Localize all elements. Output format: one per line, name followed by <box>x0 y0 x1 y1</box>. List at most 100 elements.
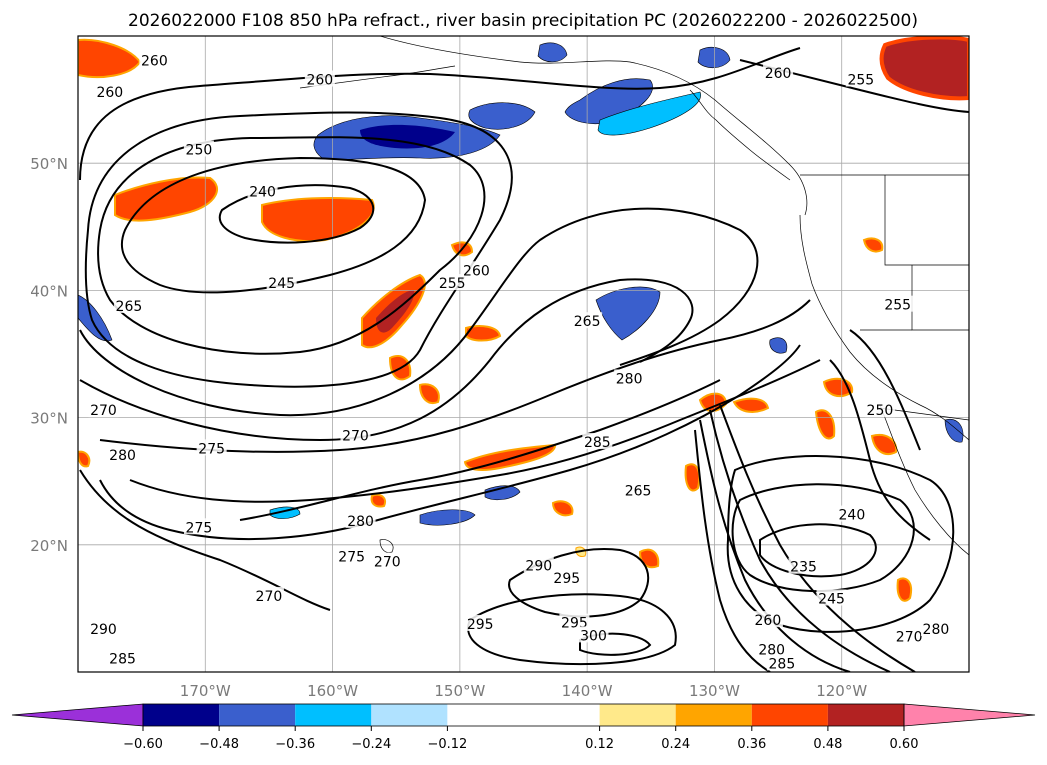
colorbar-cells <box>11 703 1036 727</box>
y-axis-ticks: 20°N 30°N 40°N 50°N <box>30 155 68 555</box>
contour-label: 260 <box>463 263 490 279</box>
colorbar-cell <box>447 704 600 726</box>
contour-240-east <box>731 483 915 593</box>
contour-label-bg <box>559 613 590 630</box>
contour-label-bg <box>88 401 119 418</box>
contour-label-bg <box>113 296 144 313</box>
contour-label: 280 <box>616 371 643 387</box>
coastline-us-west <box>799 214 969 441</box>
contour-label-bg <box>572 312 603 329</box>
contour-label: 240 <box>249 184 276 200</box>
contour-250 <box>97 136 486 355</box>
pos-anomaly-small-2 <box>370 493 386 508</box>
contour-label: 270 <box>374 555 401 571</box>
contour-label-bg <box>623 481 654 498</box>
neg-anomaly-bristol <box>468 102 536 130</box>
pos-anomaly-west-edge <box>78 450 91 468</box>
contour-label-bg <box>523 556 554 573</box>
neg-anomaly-west-edge <box>78 294 113 342</box>
contour-label: 240 <box>839 508 866 524</box>
neg-anomaly-north-2 <box>697 47 731 69</box>
contour-280 <box>99 344 801 541</box>
contour-270 <box>79 299 811 611</box>
contour-255 <box>84 111 513 388</box>
contour-label: 290 <box>90 622 117 638</box>
contour-label-bg <box>756 640 787 657</box>
colorbar-cell <box>675 704 752 726</box>
contour-steep-1 <box>699 419 851 672</box>
neg-anomaly-north-1 <box>537 42 568 63</box>
x-axis-ticks: 170°W 160°W 150°W 140°W 130°W 120°W <box>180 682 868 700</box>
contour-steep-3 <box>719 404 916 672</box>
pos-anomaly-coast-1 <box>870 434 898 455</box>
contour-label-bg <box>196 439 227 456</box>
contour-label-bg <box>920 620 951 637</box>
contour-label-bg <box>107 445 138 462</box>
coastline-bc <box>689 89 791 181</box>
contour-label: 255 <box>439 276 466 292</box>
contour-label: 260 <box>765 66 792 82</box>
y-tick-label: 30°N <box>30 410 68 428</box>
colorbar-cell <box>371 704 448 726</box>
colorbar-extend-min <box>11 703 144 727</box>
colorbar-frame <box>142 703 905 727</box>
y-tick-label: 40°N <box>30 282 68 300</box>
coastlines <box>299 36 969 556</box>
colorbar-tick-label: −0.36 <box>275 737 315 752</box>
colorbar-cell <box>827 704 904 726</box>
contour-label-bg <box>253 586 284 603</box>
contour-265 <box>79 278 694 442</box>
contour-label-bg <box>614 369 645 386</box>
pos-anomaly-east-3 <box>732 397 770 413</box>
y-tick-label: 50°N <box>30 155 68 173</box>
contour-label: 245 <box>818 591 845 607</box>
contour-label: 270 <box>90 403 117 419</box>
contour-label: 255 <box>884 298 911 314</box>
contour-label-bg <box>345 511 376 528</box>
x-tick-label: 130°W <box>689 682 740 700</box>
contour-label-bg <box>266 274 297 291</box>
contour-label: 280 <box>923 622 950 638</box>
contour-label-bg <box>94 83 125 100</box>
colorbar-cell <box>599 704 676 726</box>
contour-label-bg <box>304 70 335 87</box>
pos-anomaly-nw-1 <box>114 176 218 222</box>
contour-label-bg <box>465 614 496 631</box>
contour-label: 290 <box>525 558 552 574</box>
x-tick-label: 140°W <box>562 682 613 700</box>
colorbar-tick-label: 0.24 <box>661 737 690 752</box>
y-tick-label: 20°N <box>30 537 68 555</box>
colorbar-cell <box>219 704 296 726</box>
contour-label: 270 <box>256 589 283 605</box>
contour-label: 275 <box>338 550 365 566</box>
colorbar-cell <box>143 704 220 726</box>
contour-295 <box>467 593 677 666</box>
colorbar-tick-label: 0.36 <box>737 737 766 752</box>
map-background <box>78 36 969 672</box>
contour-label: 275 <box>198 441 225 457</box>
pos-anomaly-baja <box>896 577 912 602</box>
coastline-alaska <box>379 36 808 216</box>
contour-240 <box>218 184 375 244</box>
neg-anomaly-central <box>595 286 661 341</box>
neg-anomaly-gulf-alaska-core <box>360 124 455 149</box>
pos-anomaly-south-1 <box>551 500 574 517</box>
contour-245-east <box>726 455 955 633</box>
contour-label: 265 <box>574 314 601 330</box>
contour-label: 260 <box>306 73 333 89</box>
colorbar-cell <box>295 704 372 726</box>
x-tick-label: 150°W <box>434 682 485 700</box>
contour-label-bg <box>582 433 613 450</box>
neg-anomaly-east-pac <box>769 337 788 354</box>
contour-label: 295 <box>553 571 580 587</box>
contour-label: 285 <box>584 435 611 451</box>
contour-label-bg <box>845 70 876 87</box>
neg-anomaly-alaska-coast-2 <box>597 91 701 136</box>
contour-label-bg <box>139 51 170 68</box>
coastline-baja <box>879 404 969 556</box>
contour-label-bg <box>437 274 468 291</box>
contour-label: 280 <box>347 514 374 530</box>
contour-label-bg <box>578 626 609 643</box>
